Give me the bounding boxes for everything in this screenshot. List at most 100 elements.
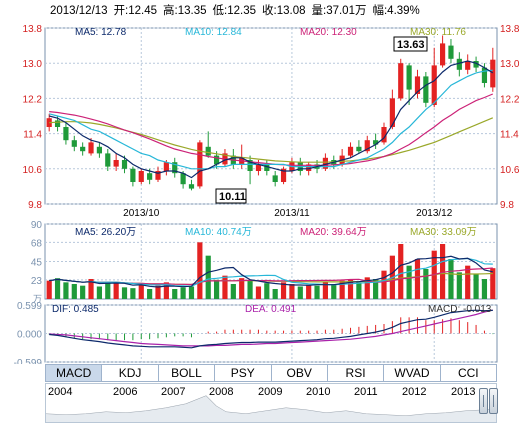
candle-body <box>113 160 119 167</box>
navigator-sparkline <box>46 395 496 422</box>
candle-body <box>138 171 144 182</box>
ma5-legend: MA5: 12.78 <box>75 27 127 38</box>
low-annotation: 10.11 <box>219 191 246 203</box>
volume-ma5-line <box>49 255 493 288</box>
quote-date: 2013/12/13 <box>50 5 108 17</box>
ma20-legend: MA20: 12.30 <box>300 27 357 38</box>
candle-body <box>63 127 69 141</box>
candle-body <box>490 59 496 88</box>
candle-body <box>130 168 136 182</box>
quote-low: 低:12.35 <box>212 5 257 17</box>
volume-bar <box>105 281 111 299</box>
nav-year: 2008 <box>209 386 234 398</box>
macd-tick-label: 0.599 <box>17 301 42 312</box>
volume-bar <box>322 282 329 299</box>
volume-bar <box>213 279 220 299</box>
volume-bar <box>398 244 404 299</box>
dea-legend: DEA: 0.491 <box>245 304 297 315</box>
candle-body <box>431 65 437 105</box>
price-tick-label-right: 12.2 <box>500 94 520 105</box>
volume-bar <box>356 282 362 299</box>
vol-ma10-legend: MA10: 40.74万 <box>185 227 252 238</box>
range-handle-right[interactable] <box>489 388 498 414</box>
candle-body <box>448 45 454 59</box>
volume-bar <box>239 278 245 299</box>
volume-unit-label: 万 <box>33 294 42 304</box>
candle-body <box>406 65 412 90</box>
volume-bar <box>364 277 370 299</box>
volume-bar <box>121 287 128 299</box>
nav-year: 2013 <box>451 386 476 398</box>
price-tick-label-left: 13.8 <box>23 24 43 35</box>
volume-bar <box>373 279 379 299</box>
volume-bar <box>414 259 421 299</box>
quote-open: 开:12.45 <box>113 5 158 17</box>
volume-bar <box>188 286 195 299</box>
price-tick-label-right: 13.8 <box>500 24 520 35</box>
nav-year: 2012 <box>402 386 427 398</box>
candle-body <box>213 155 220 165</box>
volume-bar <box>339 280 345 299</box>
tab-rsi[interactable]: RSI <box>328 365 385 381</box>
ma5-line <box>49 60 494 179</box>
volume-bar <box>264 283 270 299</box>
volume-bar <box>205 255 211 299</box>
tab-obv[interactable]: OBV <box>272 365 328 381</box>
candle-body <box>306 164 312 171</box>
candle-body <box>46 118 52 127</box>
price-tick-label-left: 10.6 <box>23 165 43 176</box>
quote-header: 2013/12/13 开:12.45 高:13.35 低:12.35 收:13.08 量:… <box>50 2 426 18</box>
volume-bar <box>490 268 496 299</box>
volume-bar <box>230 284 236 299</box>
nav-year: 2007 <box>161 386 186 398</box>
candle-body <box>381 127 387 143</box>
volume-tick-label: 23 <box>31 276 43 287</box>
volume-bar <box>331 284 337 299</box>
candle-body <box>88 142 94 154</box>
candle-body <box>373 140 379 145</box>
chart-canvas[interactable]: 13.8 13.8 13.0 13.0 12.2 12.2 11.4 11.4 10.6 10.6… <box>0 0 523 364</box>
volume-bar <box>130 288 136 299</box>
candle-body <box>322 157 329 169</box>
volume-bar <box>155 285 161 299</box>
candle-body <box>364 140 370 152</box>
price-tick-label-left: 12.2 <box>23 94 43 105</box>
volume-bar <box>96 286 103 299</box>
candle-body <box>197 142 203 187</box>
volume-bar <box>172 289 178 299</box>
dea-line <box>49 309 493 347</box>
range-handle-left[interactable] <box>479 388 488 414</box>
volume-bar <box>247 280 253 299</box>
volume-bar <box>222 275 228 299</box>
x-axis-date-label: 2013/12 <box>416 208 453 219</box>
candle-body <box>473 61 479 68</box>
volume-bar <box>255 286 262 299</box>
candle-body <box>347 146 354 156</box>
volume-bar <box>439 244 446 299</box>
volume-bar <box>481 279 488 299</box>
price-tick-label-left: 9.8 <box>28 200 42 211</box>
dif-line <box>49 309 493 349</box>
candle-body <box>54 120 61 127</box>
ma10-legend: MA10: 12.84 <box>185 27 242 38</box>
candle-body <box>389 98 395 127</box>
low-annotation-box <box>215 188 247 204</box>
tab-cci[interactable]: CCI <box>457 366 479 380</box>
tab-macd[interactable]: MACD <box>46 365 103 381</box>
volume-tick-label: 68 <box>31 238 43 249</box>
quote-volume: 量:37.01万 <box>311 5 367 17</box>
tab-psy[interactable]: PSY <box>215 365 272 381</box>
candle-body <box>264 164 270 171</box>
tab-boll[interactable]: BOLL <box>159 365 216 381</box>
volume-bar <box>54 278 61 299</box>
tab-kdj[interactable]: KDJ <box>102 365 159 381</box>
candle-body <box>423 76 429 103</box>
vol-ma5-legend: MA5: 26.20万 <box>75 227 136 238</box>
price-tick-label-right: 9.8 <box>500 200 514 211</box>
time-navigator[interactable]: 2004 2006 2007 2008 2009 2010 2011 2012 … <box>45 383 497 423</box>
candle-body <box>456 58 462 70</box>
volume-bar <box>272 289 278 299</box>
tab-wvad[interactable]: WVAD <box>384 365 441 381</box>
vol-ma20-legend: MA20: 39.64万 <box>300 227 367 238</box>
